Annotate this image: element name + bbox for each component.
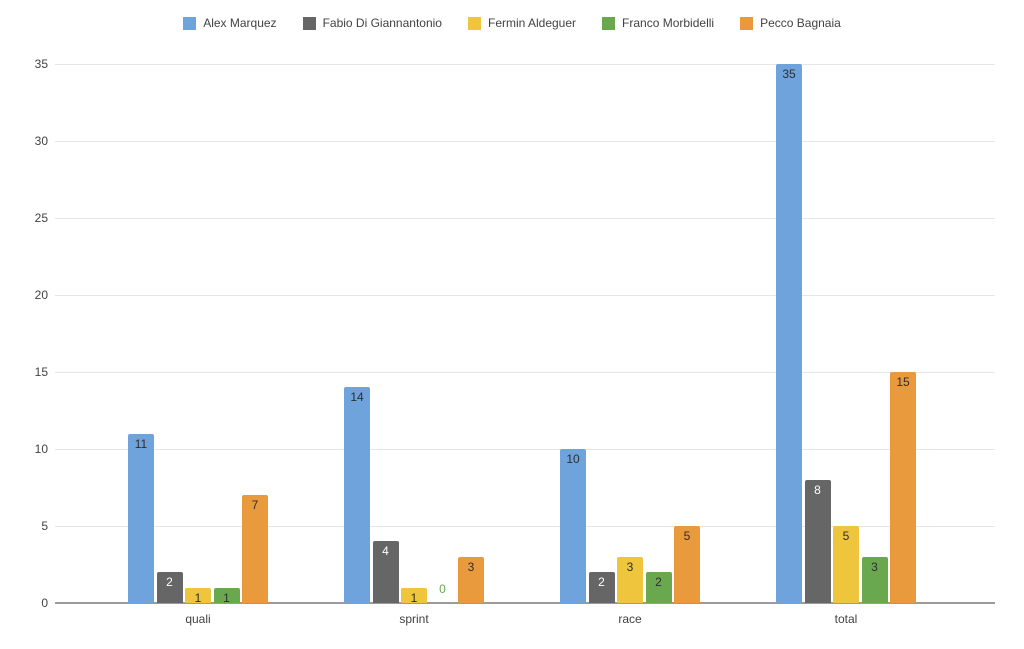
gridline-35 (55, 64, 995, 65)
x-axis-category-race: race (618, 612, 642, 626)
bar-quali-franco-morbidelli[interactable] (213, 587, 240, 603)
bar-value-label: 2 (598, 575, 605, 590)
bar-value-label: 3 (871, 559, 878, 574)
bar-value-label: 5 (842, 529, 850, 543)
bar-value-label: 4 (382, 544, 389, 559)
legend-swatch-fermin-aldeguer (467, 17, 481, 30)
gridline-30 (55, 141, 995, 142)
bar-total-alex-marquez[interactable] (776, 64, 802, 603)
bar-race-pecco-bagnaia[interactable] (674, 526, 700, 603)
legend-item-fermin-aldeguer: Fermin Aldeguer (467, 16, 577, 30)
bar-sprint-fermin-aldeguer[interactable] (401, 587, 427, 603)
legend-swatch-pecco-bagnaia (740, 17, 754, 30)
bar-value-label: 2 (166, 575, 173, 590)
y-axis-tick-20: 20 (34, 288, 48, 302)
y-axis-tick-5: 5 (41, 519, 48, 533)
legend-item-alex-marquez: Alex Marquez (183, 16, 277, 30)
gridline-5 (55, 526, 995, 527)
x-axis-category-sprint: sprint (399, 612, 429, 626)
legend-label: Alex Marquez (203, 16, 277, 30)
bar-value-label: 8 (814, 482, 821, 497)
bar-value-label-zero: 0 (439, 582, 446, 596)
legend-swatch-fabio-di-giannantonio (302, 17, 316, 30)
bar-value-label: 35 (782, 67, 796, 81)
bar-value-label: 1 (223, 590, 230, 605)
bar-race-fermin-aldeguer[interactable] (617, 556, 643, 603)
bar-value-label: 10 (566, 452, 580, 466)
y-axis-tick-10: 10 (34, 442, 48, 456)
gridline-20 (55, 295, 995, 296)
bar-sprint-fabio-di-giannantonio[interactable] (372, 541, 399, 603)
y-axis-tick-30: 30 (34, 134, 48, 148)
bar-total-fabio-di-giannantonio[interactable] (804, 479, 831, 603)
gridline-10 (55, 449, 995, 450)
x-axis-category-quali: quali (185, 612, 211, 626)
bar-quali-alex-marquez[interactable] (128, 433, 154, 603)
bar-value-label: 14 (350, 390, 364, 405)
bar-race-franco-morbidelli[interactable] (645, 572, 672, 603)
chart-legend: Alex Marquez Fabio Di Giannantonio Fermin … (0, 17, 1024, 30)
bar-sprint-alex-marquez[interactable] (344, 387, 370, 603)
bar-race-fabio-di-giannantonio[interactable] (588, 572, 615, 603)
bar-value-label: 11 (134, 436, 148, 451)
legend-label: Fermin Aldeguer (487, 16, 577, 30)
legend-item-franco-morbidelli: Franco Morbidelli (602, 17, 714, 30)
bar-total-franco-morbidelli[interactable] (861, 556, 888, 603)
legend-label: Pecco Bagnaia (760, 16, 841, 30)
bar-race-alex-marquez[interactable] (560, 449, 586, 603)
bar-value-label: 5 (683, 529, 691, 543)
legend-swatch-alex-marquez (183, 17, 197, 30)
bar-quali-fabio-di-giannantonio[interactable] (156, 572, 183, 603)
bar-total-fermin-aldeguer[interactable] (833, 526, 859, 603)
bar-sprint-pecco-bagnaia[interactable] (458, 556, 484, 603)
gridline-25 (55, 218, 995, 219)
bar-value-label: 2 (655, 575, 662, 590)
bar-quali-pecco-bagnaia[interactable] (242, 495, 268, 603)
y-axis-tick-35: 35 (34, 57, 48, 71)
bar-value-label: 1 (410, 590, 418, 605)
legend-item-pecco-bagnaia: Pecco Bagnaia (740, 17, 841, 30)
bar-value-label: 3 (467, 559, 475, 574)
legend-label: Franco Morbidelli (622, 16, 715, 30)
legend-item-fabio-di-giannantonio: Fabio Di Giannantonio (302, 16, 442, 30)
y-axis-tick-25: 25 (34, 211, 48, 225)
y-axis-tick-15: 15 (34, 365, 48, 379)
bar-value-label: 1 (194, 590, 202, 605)
bar-value-label: 7 (251, 498, 259, 513)
legend-swatch-franco-morbidelli (602, 17, 616, 30)
bar-value-label: 15 (896, 375, 910, 389)
bar-value-label: 3 (626, 559, 634, 574)
y-axis-tick-0: 0 (41, 596, 48, 610)
legend-label: Fabio Di Giannantonio (322, 16, 442, 30)
gridline-15 (55, 372, 995, 373)
x-axis-category-total: total (834, 612, 858, 626)
x-axis-line (55, 602, 995, 604)
bar-quali-fermin-aldeguer[interactable] (185, 587, 211, 603)
bar-total-pecco-bagnaia[interactable] (890, 372, 916, 603)
